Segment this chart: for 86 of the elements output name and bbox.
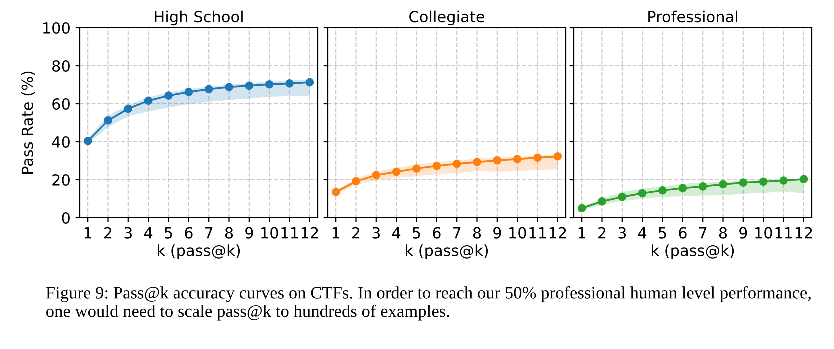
x-tick-label: 12 — [302, 227, 318, 239]
x-tick-label: 4 — [144, 228, 153, 239]
y-tick-label: 60 — [52, 98, 70, 110]
x-tick-label: 12 — [796, 227, 812, 239]
point — [352, 177, 360, 186]
x-tick-label: 4 — [392, 228, 401, 239]
point — [164, 92, 173, 100]
x-tick-label: 8 — [473, 227, 482, 239]
point — [698, 182, 708, 191]
x-tick-label: 9 — [740, 227, 748, 239]
point — [554, 152, 562, 161]
x-tick-label: 10 — [262, 227, 278, 239]
point — [452, 160, 462, 168]
x-tick-label: 6 — [185, 227, 193, 239]
x-tick-label: 3 — [618, 227, 626, 239]
point — [658, 186, 667, 195]
point — [473, 158, 482, 166]
x-axis-title: k (pass@k) — [406, 244, 488, 260]
x-tick-label: 2 — [598, 227, 606, 239]
point — [493, 156, 502, 165]
chart-title: Collegiate — [410, 10, 484, 26]
y-tick-label: 20 — [52, 174, 70, 186]
point — [104, 116, 112, 125]
y-tick-label: 40 — [52, 136, 70, 148]
chart-title: Professional — [648, 10, 738, 23]
x-tick-label: 7 — [699, 228, 707, 239]
point — [144, 96, 153, 106]
x-tick-label: 3 — [372, 227, 380, 239]
caption: Figure 9: Pass@k accuracy curves on CTFs. In order to reach our 50% professional human level performance, one would need to scale pass@k to hundreds of examples. — [46, 286, 811, 321]
x-tick-label: 5 — [659, 228, 666, 239]
x-tick-label: 11 — [776, 228, 792, 239]
point — [638, 189, 647, 198]
x-tick-label: 1 — [332, 228, 340, 239]
x-tick-label: 1 — [578, 228, 586, 239]
point — [225, 83, 234, 92]
point — [578, 204, 586, 213]
point — [184, 88, 194, 96]
x-tick-label: 6 — [679, 227, 687, 239]
point — [265, 80, 274, 89]
point — [245, 82, 254, 90]
point — [598, 197, 606, 206]
point — [618, 192, 627, 202]
x-tick-label: 1 — [84, 228, 92, 239]
point — [432, 162, 442, 170]
x-axis-title: k (pass@k) — [652, 244, 734, 260]
point — [719, 180, 728, 189]
x-tick-label: 5 — [413, 228, 420, 239]
point — [739, 178, 748, 188]
point — [204, 85, 214, 94]
point — [332, 188, 340, 197]
point — [392, 168, 401, 176]
x-axis-title: k (pass@k) — [158, 244, 240, 260]
x-tick-label: 7 — [205, 228, 213, 239]
point — [84, 137, 92, 146]
x-tick-label: 7 — [453, 228, 461, 239]
x-tick-label: 9 — [246, 227, 254, 239]
point — [412, 164, 421, 173]
point — [372, 171, 381, 180]
point — [534, 154, 542, 162]
point — [124, 104, 133, 114]
x-tick-label: 4 — [638, 228, 647, 239]
x-tick-label: 11 — [530, 228, 546, 239]
y-axis-title: Pass Rate (%) — [21, 72, 36, 174]
point — [513, 155, 522, 164]
x-tick-label: 3 — [124, 227, 132, 239]
chart-title: High School — [155, 10, 243, 26]
point — [678, 184, 688, 193]
y-tick-label: 80 — [52, 60, 70, 72]
point — [286, 80, 294, 88]
x-tick-label: 8 — [225, 227, 234, 239]
x-tick-label: 10 — [756, 227, 772, 239]
point — [780, 176, 788, 185]
x-tick-label: 11 — [282, 228, 298, 239]
x-tick-label: 2 — [352, 227, 360, 239]
x-tick-label: 5 — [165, 228, 172, 239]
point — [759, 178, 768, 186]
x-tick-label: 12 — [550, 227, 566, 239]
point — [306, 78, 314, 87]
x-tick-label: 9 — [494, 227, 502, 239]
y-tick-label: 100 — [43, 22, 70, 34]
x-tick-label: 8 — [719, 227, 728, 239]
x-tick-label: 2 — [104, 227, 112, 239]
x-tick-label: 10 — [510, 227, 526, 239]
point — [800, 175, 808, 184]
y-tick-label: 0 — [62, 212, 70, 224]
x-tick-label: 6 — [433, 227, 441, 239]
